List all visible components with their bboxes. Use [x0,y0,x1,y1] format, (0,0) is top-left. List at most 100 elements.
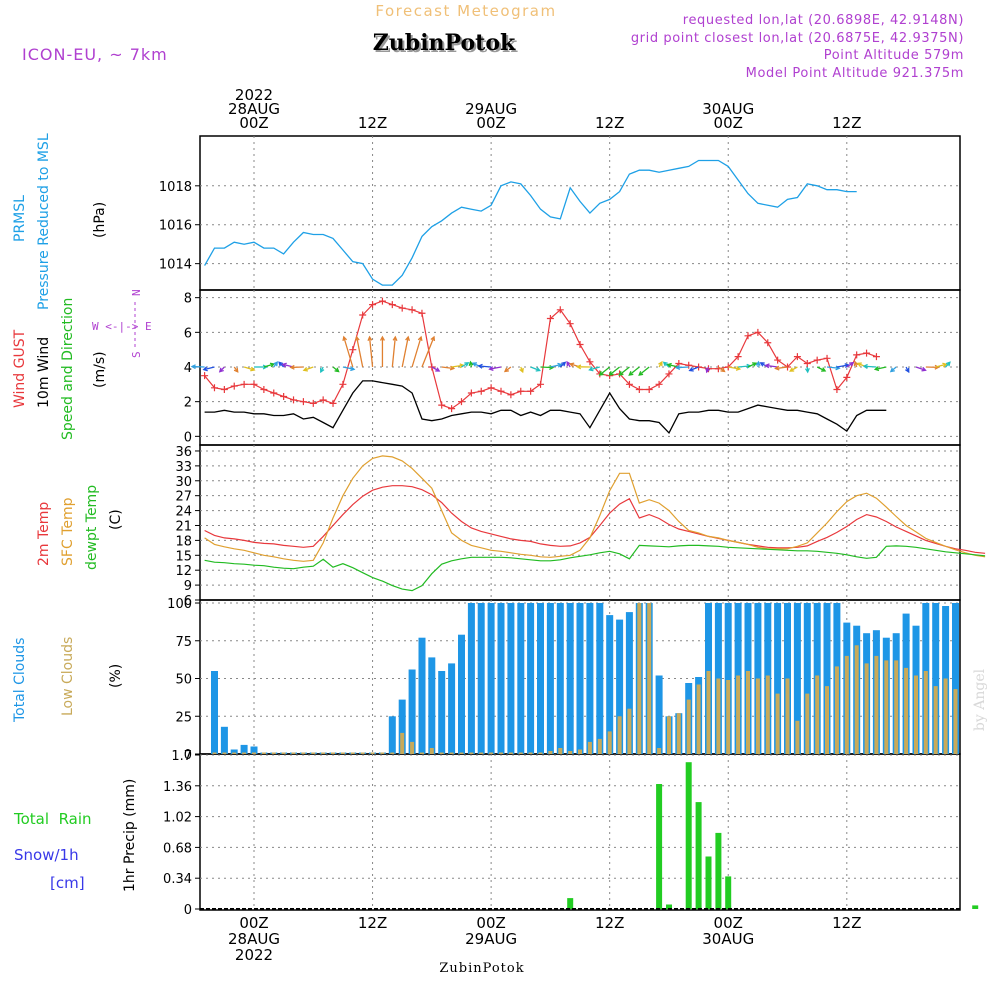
gust-marker [586,358,594,366]
precip-axis-label: 1hr Precip (mm) [122,779,138,892]
gust-marker [270,389,278,397]
gust-marker [230,382,238,390]
wind-arrow-head [628,371,634,376]
wind-arrow-head [705,367,711,374]
wind-arrow-head [688,367,694,372]
total-cloud-bar [507,603,515,754]
wind-arrow [303,366,314,371]
low-cloud-bar [923,671,928,754]
pressure-line [204,159,857,286]
gust-marker [299,398,307,406]
requested-coords: requested lon,lat (20.6898E, 42.9148N) [683,13,964,28]
low-cloud-bar [676,713,681,754]
ytick-label: 8 [184,292,192,307]
wind-arrow-head [588,366,594,372]
wind-arrow [550,363,562,368]
gust-marker [734,353,742,361]
wind-arrow-head [435,367,441,372]
low-cloud-bar [538,752,543,754]
total-cloud-bar [724,603,732,754]
low-cloud-bar [914,675,918,754]
total-cloud-bar [546,603,554,754]
gust-marker [369,301,377,309]
top-time-label: 29AUG [465,100,517,118]
wind-arrow-head [662,361,668,367]
total-cloud-bar [448,663,456,754]
wind-arrow-head [789,367,795,372]
wind-arrow [609,366,620,376]
wind-arrow-head [674,365,681,370]
low-cloud-bar [657,748,662,754]
low-cloud-bar [340,752,345,754]
low-cloud-bar [360,752,365,754]
low-cloud-bar [716,678,721,754]
low-clouds-label: Low Clouds [60,637,76,716]
low-cloud-bar [617,716,622,754]
total-cloud-bar [487,603,495,754]
ytick-label: 0 [184,903,192,918]
low-cloud-bar [736,675,741,754]
wind-arrow-head [519,367,524,374]
wind-arrow-head [464,362,470,367]
gust-marker [537,380,545,388]
wind-arrow-head [477,363,483,369]
gust-marker [408,306,416,314]
gust-marker [527,387,535,395]
gust-marker [853,351,861,359]
low-cloud-bar [578,749,582,754]
wind-arrow [343,336,354,368]
wind-arrow-head [575,364,582,370]
total-cloud-bar [774,603,782,754]
pressure-label-prmsl: PRMSL [12,195,28,242]
total-cloud-bar [388,716,396,754]
wind-arrow-head [856,362,862,367]
wind-arrow [628,366,640,376]
panel-1: 0 2 4 6 8 [184,289,961,446]
low-cloud-bar [252,752,256,754]
gust-marker [250,380,258,388]
gust-marker [546,314,554,322]
wind-10m-label: 10m Wind [36,337,52,408]
gust-marker [349,346,357,354]
wind-arrow-head [752,362,758,367]
low-cloud-bar [548,751,553,754]
bottom-time-label: 00Z [714,914,743,932]
gust-marker [339,380,347,388]
gust-marker [774,356,782,364]
gust-marker [467,389,475,397]
gust-marker [645,386,653,394]
gust-marker [813,356,821,364]
low-cloud-bar [429,748,434,754]
precip-bar [666,904,672,909]
pressure-unit: (hPa) [92,202,108,238]
wind-arrow [599,366,611,376]
panel-0: 1014 1016 1018 [159,135,961,291]
low-cloud-bar [597,738,602,754]
gust-marker [754,328,762,336]
ytick-label: 1.36 [163,780,192,795]
gust-marker [655,380,663,388]
gust-marker [507,391,515,399]
total-rain-label: Total Rain [13,810,92,828]
wind-arrow-head [488,366,494,372]
wind-arrow-head [735,365,742,371]
precip-bar [695,802,702,909]
gust-marker [477,387,485,395]
temp-2m-label: 2m Temp [36,502,52,566]
wind-arrow-head [392,335,398,341]
wind-arrow-head [233,367,239,373]
ytick-label: 0 [184,430,192,445]
gust-marker [665,370,673,378]
bottom-time-label: 12Z [832,914,861,932]
gust-marker [625,380,633,388]
temp-labels: 2m Temp SFC Temp dewpt Temp (C) [36,485,124,570]
low-cloud-bar [667,716,671,754]
low-cloud-bar [449,752,454,754]
total-cloud-bar [952,603,959,754]
wind-arrow [619,366,630,376]
ytick-label: 33 [175,460,192,475]
wind-arrow-head [471,362,478,367]
panels: 1014101610180246869121518212427303336025… [159,135,986,918]
low-cloud-bar [281,752,286,754]
